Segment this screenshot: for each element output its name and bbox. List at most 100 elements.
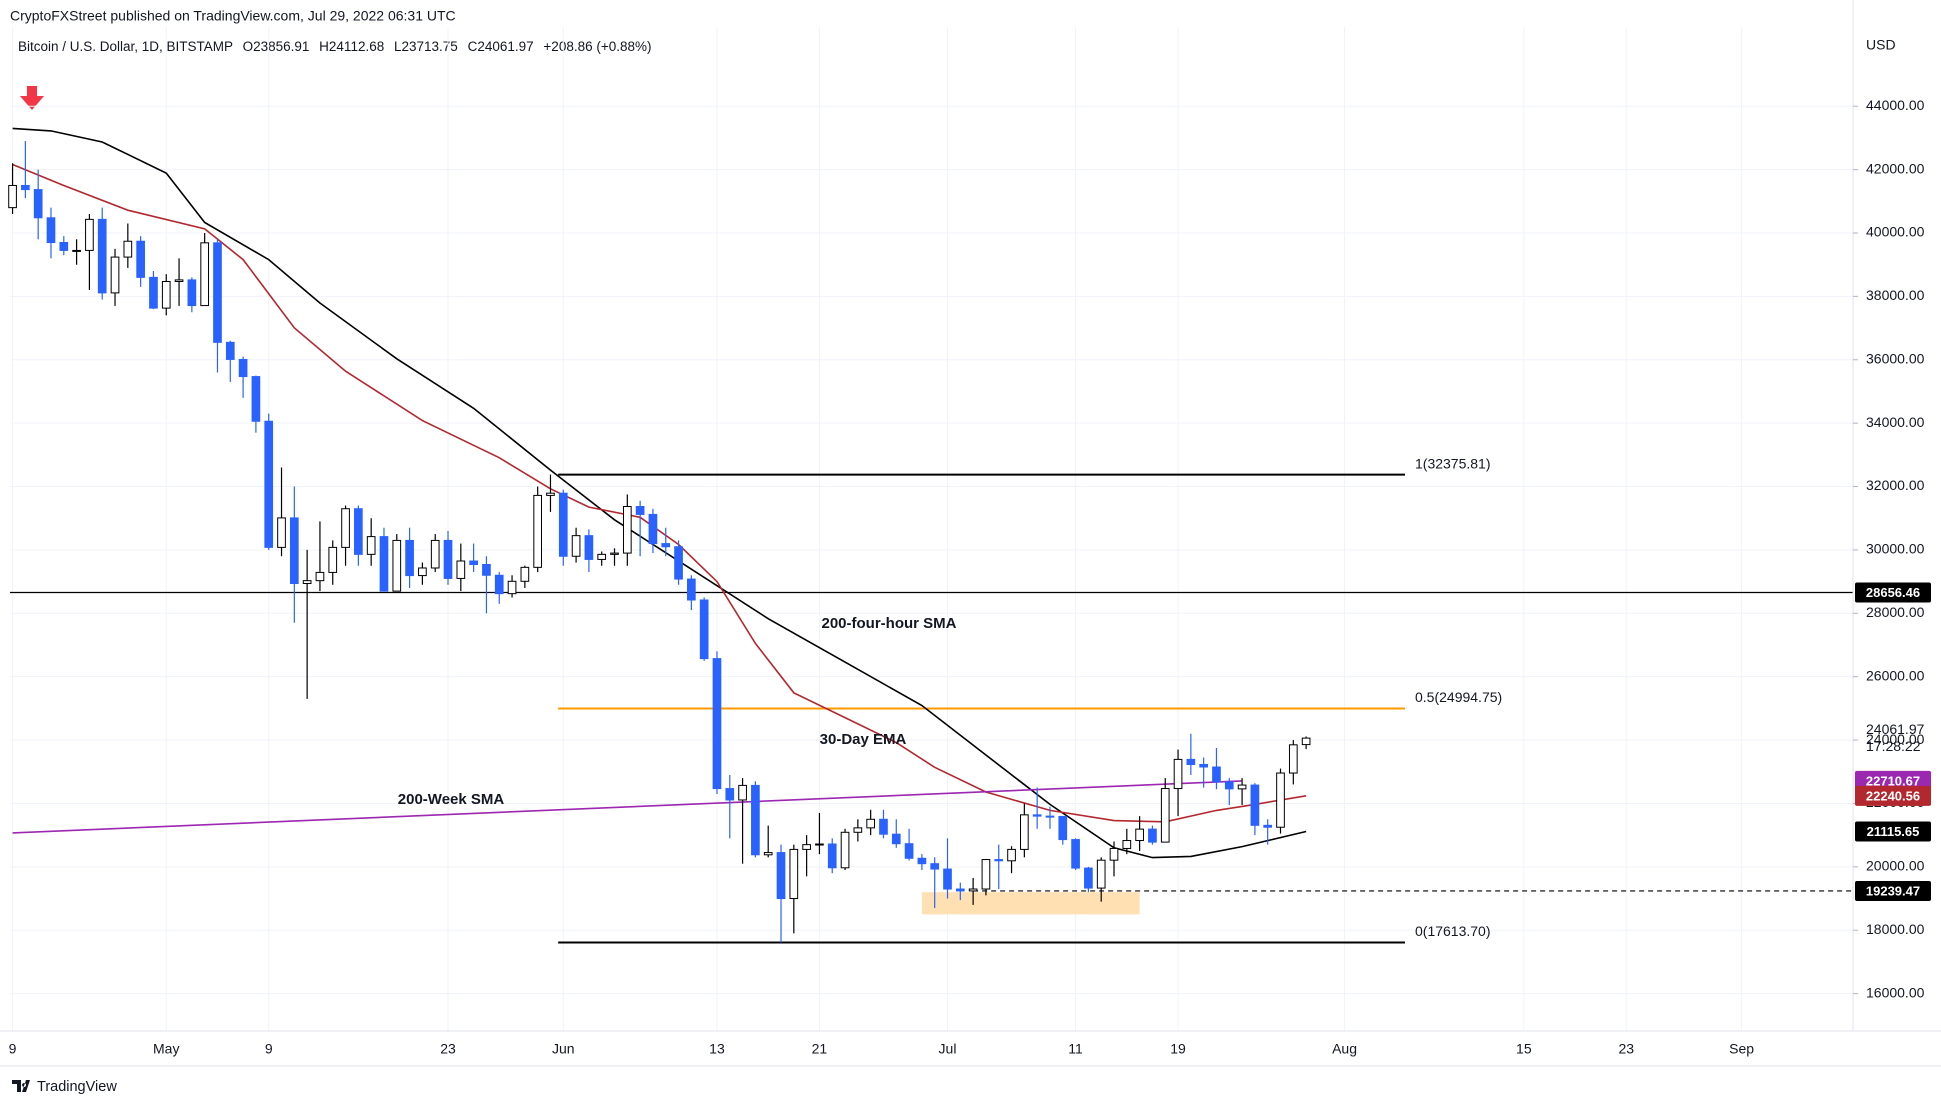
candle-body [97,218,107,294]
candle-body [853,827,863,833]
candle-body [110,256,120,294]
candle-body [328,546,338,573]
x-tick-label: 9 [265,1041,273,1057]
candle-body [264,420,274,548]
candle-body [85,218,94,251]
candle-body [648,513,658,545]
candle-body [8,184,17,209]
candle-body [1058,815,1068,841]
candle-body [1173,758,1183,790]
candle-body [1224,781,1234,790]
candle-body [456,560,466,579]
footer-text: TradingView [37,1079,117,1095]
candle-body [1160,788,1170,843]
fib-label: 1(32375.81) [1415,455,1491,471]
x-tick-label: May [153,1041,179,1057]
candle-body [1263,824,1273,828]
candle-body [571,535,581,557]
candle-body [751,784,760,856]
candle-body [558,492,568,557]
candle-body [699,599,709,660]
x-tick-label: 21 [812,1041,828,1057]
candle-body [277,517,286,548]
candle-body [520,566,530,582]
ohlc-high: H24112.68 [319,39,384,54]
ohlc-open: O23856.91 [243,39,310,54]
candle-body [712,658,722,790]
candle-body [366,536,376,555]
price-label: 21115.65 [1867,824,1920,839]
candle-body [46,217,56,244]
candle-body [1122,840,1132,849]
candle-body [879,818,888,835]
candle-body [354,508,363,555]
candle-body [1288,744,1298,774]
line-annotation: 30-Day EMA [820,731,907,748]
price-label-box [1855,582,1931,603]
price-label-box [1855,785,1931,806]
line-annotation: 200-four-hour SMA [822,615,957,632]
price-label-box [1855,880,1931,901]
candle-body [136,240,145,278]
candle-body [418,567,427,577]
candle-body [379,536,389,592]
x-tick-label: 23 [1619,1041,1635,1057]
candle-body [994,859,1004,862]
candle-body [1276,772,1285,828]
candle-body [251,376,261,422]
x-tick-label: Sep [1729,1041,1754,1057]
candle-body [200,242,210,307]
y-tick-label: 20000.00 [1866,858,1925,874]
candle-body [33,189,43,219]
support-zone [921,892,1140,915]
candle-body [597,553,607,560]
y-tick-label: 24000.00 [1866,731,1925,747]
price-label: 28656.46 [1866,585,1920,600]
candle-body [392,539,402,592]
candle-body [1071,839,1080,869]
candle-body [815,843,824,846]
line-annotation: 200-Week SMA [398,791,505,808]
candle-body [1199,763,1209,768]
candle-body [802,844,811,850]
price-label: 22240.56 [1866,788,1920,803]
candle-body [1135,828,1144,842]
symbol: Bitcoin / U.S. Dollar, 1D, BITSTAMP [18,39,233,54]
logo [12,1080,30,1092]
candle-body [1084,867,1093,889]
candle-body [161,280,171,309]
y-tick-label: 16000.00 [1866,984,1925,1000]
candle-body [917,857,927,865]
candle-body [149,276,158,309]
x-tick-label: 15 [1516,1041,1532,1057]
candle-body [482,563,491,576]
y-tick-label: 32000.00 [1866,477,1925,493]
candle-body [174,279,184,282]
candle-body [1186,758,1196,765]
candle-body [1250,784,1260,826]
candle-body [943,868,952,890]
candle-body [635,505,645,515]
candle-body [763,852,773,856]
candle-body [315,571,325,582]
x-tick-label: Jul [939,1041,957,1057]
currency: USD [1866,37,1896,53]
candle-body [187,279,197,307]
footer-logo [12,1080,30,1092]
fib-label: 0(17613.70) [1415,923,1491,939]
candle-body [661,543,671,548]
candle-body [1007,848,1016,862]
y-tick-label: 28000.00 [1866,604,1925,620]
y-tick-label: 36000.00 [1866,350,1925,366]
candle-body [72,249,81,252]
candle-body [405,539,414,577]
candle-body [546,492,555,496]
fib-label: 0.5(24994.75) [1415,689,1502,705]
price-label: 22710.67 [1866,773,1920,788]
candle-body [776,852,786,900]
moving-average-line [12,163,1307,823]
y-tick-label: 42000.00 [1866,160,1925,176]
x-tick-label: Jun [552,1041,575,1057]
